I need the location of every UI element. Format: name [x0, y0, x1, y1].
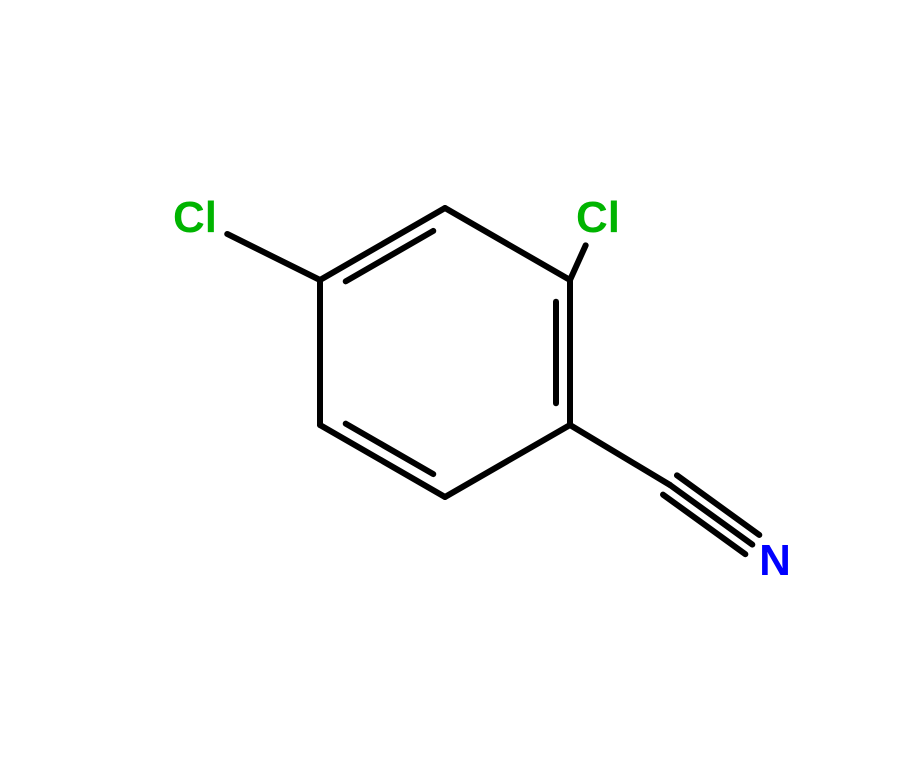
molecule-structure — [0, 0, 897, 777]
molecule-canvas: Cl Cl N — [0, 0, 897, 777]
atom-n: N — [759, 536, 791, 586]
atom-cl_left: Cl — [173, 193, 217, 243]
atom-cl_right: Cl — [576, 193, 620, 243]
